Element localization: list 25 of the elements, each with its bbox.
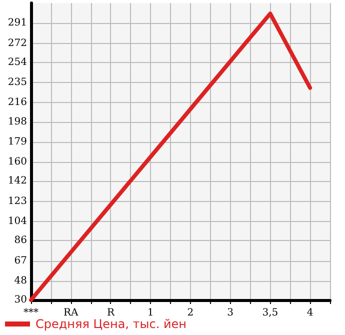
y-tick-label: 198 <box>8 116 27 128</box>
y-tick-label: 104 <box>8 216 27 228</box>
y-tick-label: 179 <box>8 136 27 148</box>
line-series <box>29 12 312 302</box>
y-tick-label: 86 <box>14 235 27 246</box>
y-tick-label: 123 <box>8 196 27 207</box>
x-tick-label: 1 <box>147 308 154 318</box>
x-tick-label: 4 <box>306 308 314 318</box>
y-tick-label: 160 <box>8 156 27 168</box>
x-tick-label: 2 <box>187 308 194 318</box>
y-tick-label: 235 <box>8 77 27 88</box>
x-tick-label: R <box>106 308 115 318</box>
x-tick-label: 3,5 <box>262 308 278 318</box>
x-tick-label: 3 <box>227 308 234 318</box>
y-tick-label: 67 <box>14 255 27 266</box>
y-tick-label: 291 <box>8 18 27 29</box>
x-tick-label: RA <box>63 308 80 318</box>
y-tick-label: 216 <box>8 97 27 108</box>
x-tick-label: *** <box>24 308 38 318</box>
y-tick-label: 48 <box>14 275 27 286</box>
y-tick-label: 254 <box>8 56 27 68</box>
y-tick-label: 272 <box>8 38 27 49</box>
y-tick-label: 142 <box>8 176 27 187</box>
legend-label: Средняя Цена, тыс. йен <box>36 317 187 331</box>
y-tick-label: 30 <box>14 294 27 306</box>
